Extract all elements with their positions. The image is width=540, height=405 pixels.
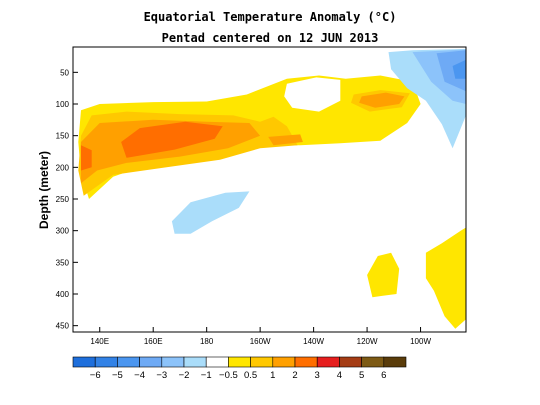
y-tick-label: 300 (56, 227, 70, 236)
y-tick-label: 200 (56, 163, 70, 172)
colorbar-label: 0.5 (244, 370, 257, 381)
plot-area (78, 48, 466, 329)
y-tick-label: 350 (56, 258, 70, 267)
x-tick-label: 160W (250, 337, 271, 346)
anomaly-region-2 (425, 227, 466, 329)
colorbar-label: −0.5 (219, 370, 238, 381)
colorbar: −6 −5 −4 −3 −2 −1 −0.5 0.5 1 2 3 4 5 6 (72, 356, 407, 381)
colorbar-swatch (272, 356, 296, 368)
colorbar-swatch (139, 356, 163, 368)
y-axis-ticks: 50 100 150 200 250 300 350 400 450 (56, 68, 78, 331)
y-tick-label: 450 (56, 322, 70, 331)
colorbar-swatch (205, 356, 229, 368)
colorbar-label: 6 (381, 370, 386, 381)
colorbar-label: 2 (292, 370, 297, 381)
colorbar-label: −3 (156, 370, 167, 381)
colorbar-swatch (294, 356, 318, 368)
anomaly-region-6 (359, 92, 405, 108)
colorbar-label: −6 (90, 370, 101, 381)
colorbar-label: 5 (359, 370, 364, 381)
chart-subtitle: Pentad centered on 12 JUN 2013 (162, 31, 379, 45)
colorbar-label: −2 (179, 370, 190, 381)
x-tick-label: 120W (357, 337, 378, 346)
y-tick-label: 50 (60, 68, 69, 77)
anomaly-region-14 (436, 50, 466, 92)
colorbar-swatch (161, 356, 185, 368)
anomaly-region-1 (367, 252, 400, 298)
anomaly-region-8 (121, 121, 223, 158)
colorbar-swatch (183, 356, 207, 368)
colorbar-label: 1 (270, 370, 275, 381)
colorbar-swatch (361, 356, 385, 368)
anomaly-regions (78, 48, 466, 329)
y-axis-label: Depth (meter) (37, 151, 51, 229)
colorbar-swatch (94, 356, 118, 368)
anomaly-region-15 (452, 59, 466, 79)
colorbar-swatch (339, 356, 362, 368)
colorbar-swatch (228, 356, 251, 368)
y-tick-label: 150 (56, 132, 70, 141)
plot-frame (72, 46, 467, 333)
anomaly-region-7 (268, 134, 303, 146)
x-axis-ticks: 140E 160E 180 160W 140W 120W 100W (90, 327, 431, 346)
x-tick-label: 140W (303, 337, 324, 346)
colorbar-swatch (72, 356, 96, 368)
colorbar-label: −5 (112, 370, 123, 381)
colorbar-swatch (117, 356, 140, 368)
x-tick-label: 100W (410, 337, 431, 346)
x-tick-label: 140E (90, 337, 109, 346)
colorbar-swatch (316, 356, 340, 368)
colorbar-label: −1 (201, 370, 212, 381)
x-tick-label: 180 (200, 337, 214, 346)
y-tick-label: 100 (56, 100, 70, 109)
colorbar-swatch (383, 356, 407, 368)
chart-title: Equatorial Temperature Anomaly (°C) (144, 10, 397, 24)
y-tick-label: 400 (56, 290, 70, 299)
y-tick-label: 250 (56, 195, 70, 204)
colorbar-swatch (250, 356, 274, 368)
anomaly-region-10 (284, 77, 341, 112)
x-tick-label: 160E (144, 337, 163, 346)
colorbar-label: 3 (315, 370, 320, 381)
anomaly-region-11 (171, 191, 250, 234)
colorbar-label: 4 (337, 370, 342, 381)
colorbar-label: −4 (134, 370, 145, 381)
anomaly-region-9 (81, 145, 92, 171)
